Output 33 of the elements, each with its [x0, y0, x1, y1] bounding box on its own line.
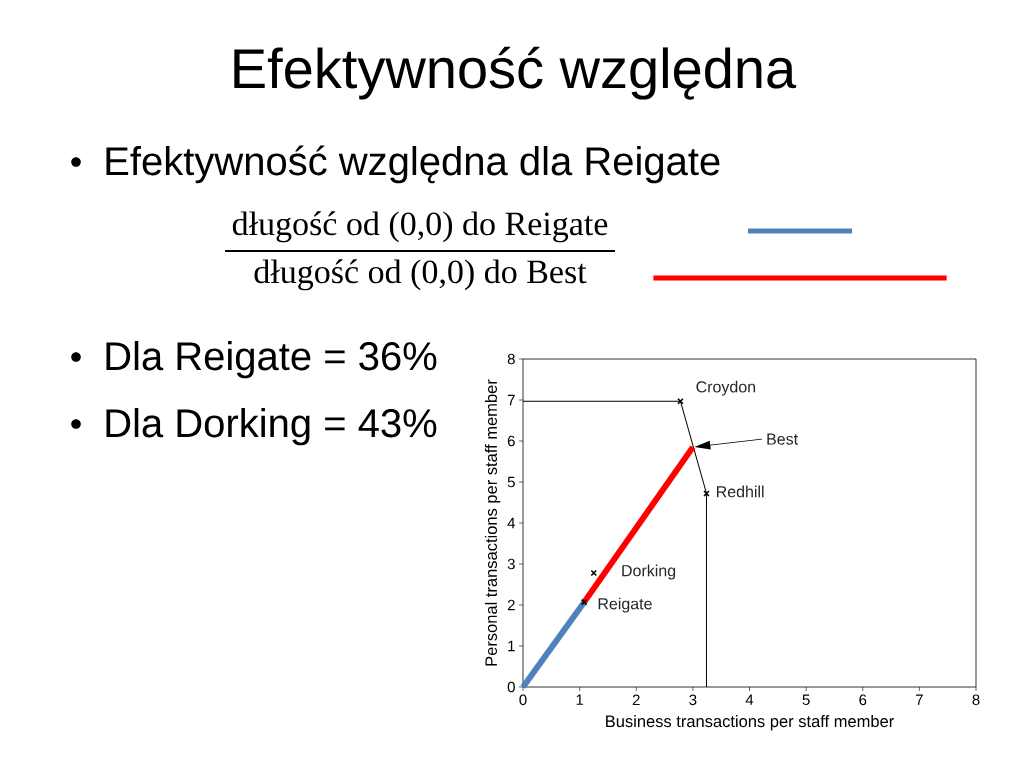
- x-tick-label: 6: [859, 694, 867, 706]
- point: [703, 490, 710, 497]
- chart-title: Efektywność względna: [234, 46, 797, 100]
- point: [580, 598, 588, 606]
- text: Dla Dorking = 43%: [106, 408, 437, 446]
- series-label: Redhill: [716, 485, 764, 498]
- y-tick-label: 3: [507, 558, 515, 570]
- y-axis-title: Personal transactions per staff member: [484, 379, 501, 666]
- text: Dla Reigate = 36%: [106, 341, 437, 379]
- x-tick-label: 1: [576, 694, 584, 705]
- x-tick-label: 0: [519, 694, 527, 706]
- y-tick-label: 6: [507, 435, 515, 447]
- text: długość od (0,0) do Reigate: [232, 211, 608, 243]
- x-tick-label: 4: [745, 694, 754, 705]
- text: długość od (0,0) do Best: [254, 259, 587, 291]
- annotation: Best: [767, 433, 798, 445]
- text: Efektywność względna dla Reigate: [106, 145, 720, 184]
- y-tick-label: 0: [507, 681, 515, 693]
- x-axis-title: Business transactions per staff member: [606, 715, 894, 731]
- y-tick-label: 8: [507, 353, 515, 365]
- y-tick-label: 2: [507, 599, 515, 611]
- y-tick-label: 1: [508, 640, 515, 652]
- y-tick-label: 5: [507, 476, 515, 488]
- x-tick-label: 2: [632, 694, 640, 706]
- y-tick-label: 4: [507, 517, 516, 529]
- series-label: Reigate: [598, 597, 652, 613]
- x-tick-label: 3: [689, 694, 697, 706]
- y-tick-label: 7: [507, 394, 515, 406]
- x-tick-label: 7: [915, 694, 923, 705]
- series-label: Dorking: [622, 564, 676, 580]
- x-tick-label: 8: [972, 694, 980, 706]
- x-tick-label: 5: [802, 694, 810, 705]
- series-label: Croydon: [696, 380, 756, 396]
